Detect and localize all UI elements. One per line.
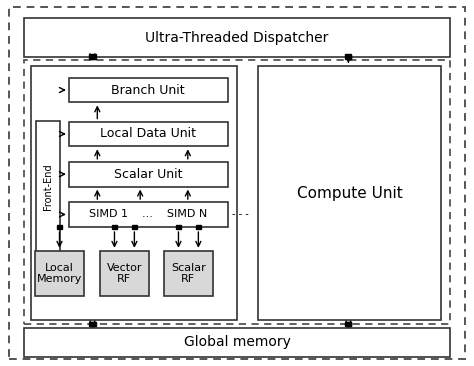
Bar	[24, 18, 450, 57]
Bar	[24, 328, 450, 357]
Text: Front-End: Front-End	[43, 163, 53, 210]
Text: Compute Unit: Compute Unit	[297, 186, 402, 201]
Bar	[57, 225, 63, 229]
Text: Ultra-Threaded Dispatcher: Ultra-Threaded Dispatcher	[146, 30, 328, 45]
Text: Scalar Unit: Scalar Unit	[114, 168, 182, 181]
Text: SIMD 1    ...    SIMD N: SIMD 1 ... SIMD N	[89, 209, 207, 220]
Bar	[111, 225, 117, 229]
Text: Global memory: Global memory	[183, 335, 291, 349]
Text: Local Data Unit: Local Data Unit	[100, 127, 196, 141]
Bar	[345, 322, 351, 326]
Bar	[69, 78, 228, 102]
Bar	[24, 60, 450, 324]
Text: Scalar
RF: Scalar RF	[171, 263, 206, 284]
Text: Local
Memory: Local Memory	[37, 263, 82, 284]
Bar	[258, 66, 441, 320]
Bar	[90, 322, 95, 326]
Bar	[31, 66, 237, 320]
Bar	[35, 251, 84, 296]
Bar	[131, 225, 137, 229]
Bar	[346, 322, 351, 326]
Bar	[69, 202, 228, 227]
Bar	[346, 55, 351, 59]
Bar	[69, 122, 228, 146]
Bar	[89, 322, 96, 326]
Text: Branch Unit: Branch Unit	[111, 83, 185, 97]
Bar	[164, 251, 213, 296]
Bar	[89, 54, 96, 59]
Bar	[175, 225, 181, 229]
Bar	[36, 121, 60, 253]
Text: Vector
RF: Vector RF	[107, 263, 142, 284]
Bar	[90, 55, 95, 59]
Text: - - -: - - -	[232, 209, 249, 220]
Bar	[100, 251, 149, 296]
Bar	[195, 225, 201, 229]
Bar	[345, 54, 351, 59]
Bar	[69, 162, 228, 187]
